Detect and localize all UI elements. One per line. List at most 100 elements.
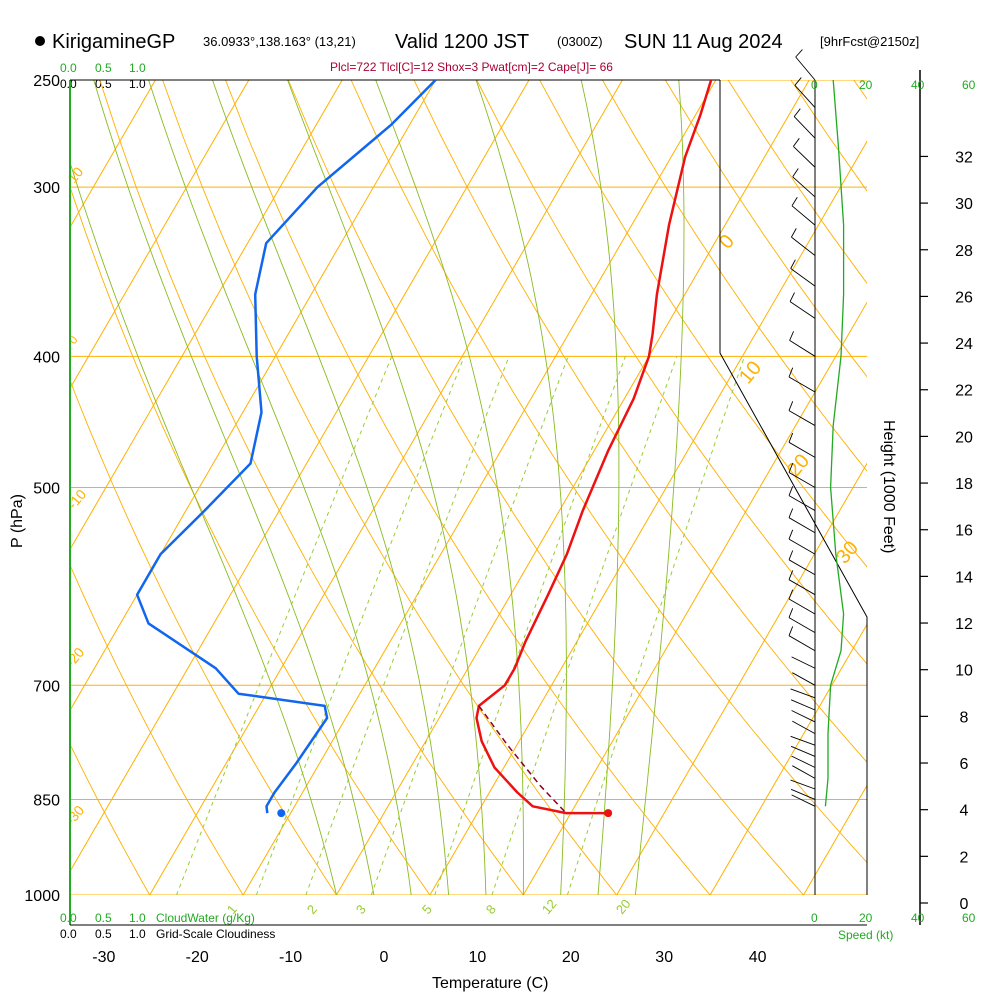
isotherm-label: 20: [783, 450, 814, 481]
cloudiness-top-05: 0.5: [95, 77, 112, 91]
dry-adiabat: [287, 80, 804, 895]
isotherm-label: -20: [62, 644, 87, 670]
height-label: 28: [955, 243, 973, 260]
speed-top-0: 0: [811, 78, 818, 92]
surface-temperature-dot: [604, 809, 613, 818]
dry-adiabat: [853, 80, 867, 100]
height-label: 14: [955, 569, 973, 586]
temperature-label: -10: [279, 949, 302, 966]
temperature-label: -20: [186, 949, 209, 966]
wind-barb-flag: [788, 508, 794, 518]
grid-cloudiness-label: Grid-Scale Cloudiness: [156, 927, 275, 941]
wind-barb: [789, 340, 816, 357]
height-label: 18: [955, 476, 973, 493]
wind-barb: [788, 441, 816, 458]
wind-barb: [790, 688, 816, 699]
wind-barb-flag: [791, 197, 798, 207]
mixing-ratio-label: 5: [419, 902, 435, 917]
wind-barb-flag: [795, 49, 803, 58]
plot-right-boundary: [719, 80, 868, 895]
valid-time: Valid 1200 JST: [395, 31, 529, 53]
pressure-axis-label: P (hPa): [9, 494, 26, 548]
height-label: 30: [955, 196, 973, 213]
temperature-label: 30: [655, 949, 673, 966]
wind-barb-flag: [789, 331, 795, 341]
cloud-top-0: 0.0: [60, 61, 77, 75]
isotherm-line: [70, 80, 530, 873]
wind-barb: [791, 710, 816, 723]
wind-panel: [788, 49, 845, 807]
wind-barb: [792, 720, 816, 735]
height-label: 12: [955, 616, 973, 633]
dry-adiabat: [602, 80, 867, 472]
wind-barb: [791, 755, 816, 768]
wind-barb-flag: [791, 228, 797, 238]
mixing-ratio-label: 20: [613, 896, 634, 917]
wind-barb: [790, 268, 816, 287]
moist-adiabat: [634, 80, 685, 895]
speed-top-20: 20: [859, 78, 873, 92]
isotherm-line: [897, 80, 1000, 895]
pressure-label-400: 400: [33, 349, 60, 366]
wind-barb: [792, 672, 816, 686]
wind-barb: [788, 410, 816, 426]
dry-adiabat: [70, 185, 431, 895]
wind-barb: [790, 745, 816, 757]
height-label: 8: [960, 709, 969, 726]
valid-date: SUN 11 Aug 2024: [624, 31, 783, 53]
sounding-series: [135, 80, 713, 818]
parcel-line: [478, 705, 567, 814]
temperature-label: 40: [749, 949, 767, 966]
isotherm-line: [70, 80, 156, 229]
dry-adiabat: [413, 80, 867, 764]
cloud-axis-bottom: 0.0 0.5 1.0 CloudWater (g/Kg) 0.0 0.5 1.…: [60, 911, 275, 941]
wind-barb: [790, 735, 816, 746]
wind-barb: [791, 656, 816, 669]
dry-adiabat: [664, 80, 867, 378]
pressure-label-300: 300: [33, 180, 60, 197]
wind-barb-flag: [793, 138, 800, 147]
cloudiness-bottom-0: 0.0: [60, 927, 77, 941]
wind-barb-flag: [788, 608, 794, 618]
wind-barb: [795, 56, 816, 81]
height-label: 22: [955, 383, 973, 400]
height-label: 0: [960, 896, 969, 913]
dry-adiabat: [539, 80, 867, 568]
pressure-label-1000: 1000: [24, 888, 60, 905]
wind-barb-flag: [788, 589, 794, 600]
wind-barb-flag: [788, 367, 794, 378]
wind-barb: [788, 495, 816, 511]
wind-barb: [793, 146, 816, 168]
cloudiness-bottom-1: 1.0: [129, 927, 146, 941]
isotherm-line: [70, 80, 343, 551]
wind-barb: [794, 84, 816, 108]
height-label: 16: [955, 523, 973, 540]
speed-top-40: 40: [911, 78, 925, 92]
temperature-line: [475, 80, 713, 815]
pressure-label-250: 250: [33, 73, 60, 90]
cloud-water-label: CloudWater (g/Kg): [156, 911, 255, 925]
station-bullet-icon: [35, 36, 45, 46]
moist-adiabat: [375, 80, 524, 895]
temperature-axis-label: Temperature (C): [432, 975, 548, 992]
speed-axis-label: Speed (kt): [838, 928, 893, 942]
wind-barb: [788, 559, 816, 576]
temperature-label: 0: [380, 949, 389, 966]
forecast-info: [9hrFcst@2150z]: [820, 34, 919, 49]
dry-adiabat: [225, 80, 711, 895]
wind-barb: [788, 538, 816, 555]
wind-barb: [791, 236, 816, 256]
wind-barb: [788, 617, 816, 634]
wind-barb-flag: [788, 626, 794, 636]
wind-barb: [791, 794, 816, 807]
dry-adiabat: [99, 80, 524, 895]
cloud-bottom-1: 1.0: [129, 911, 146, 925]
dry-adiabat: [70, 743, 151, 895]
height-label: 2: [960, 849, 969, 866]
mixing-ratio-label: 8: [483, 902, 499, 917]
mixing-ratio-line: [370, 356, 569, 895]
isotherm-line: [429, 140, 867, 895]
wind-barb: [792, 765, 816, 779]
